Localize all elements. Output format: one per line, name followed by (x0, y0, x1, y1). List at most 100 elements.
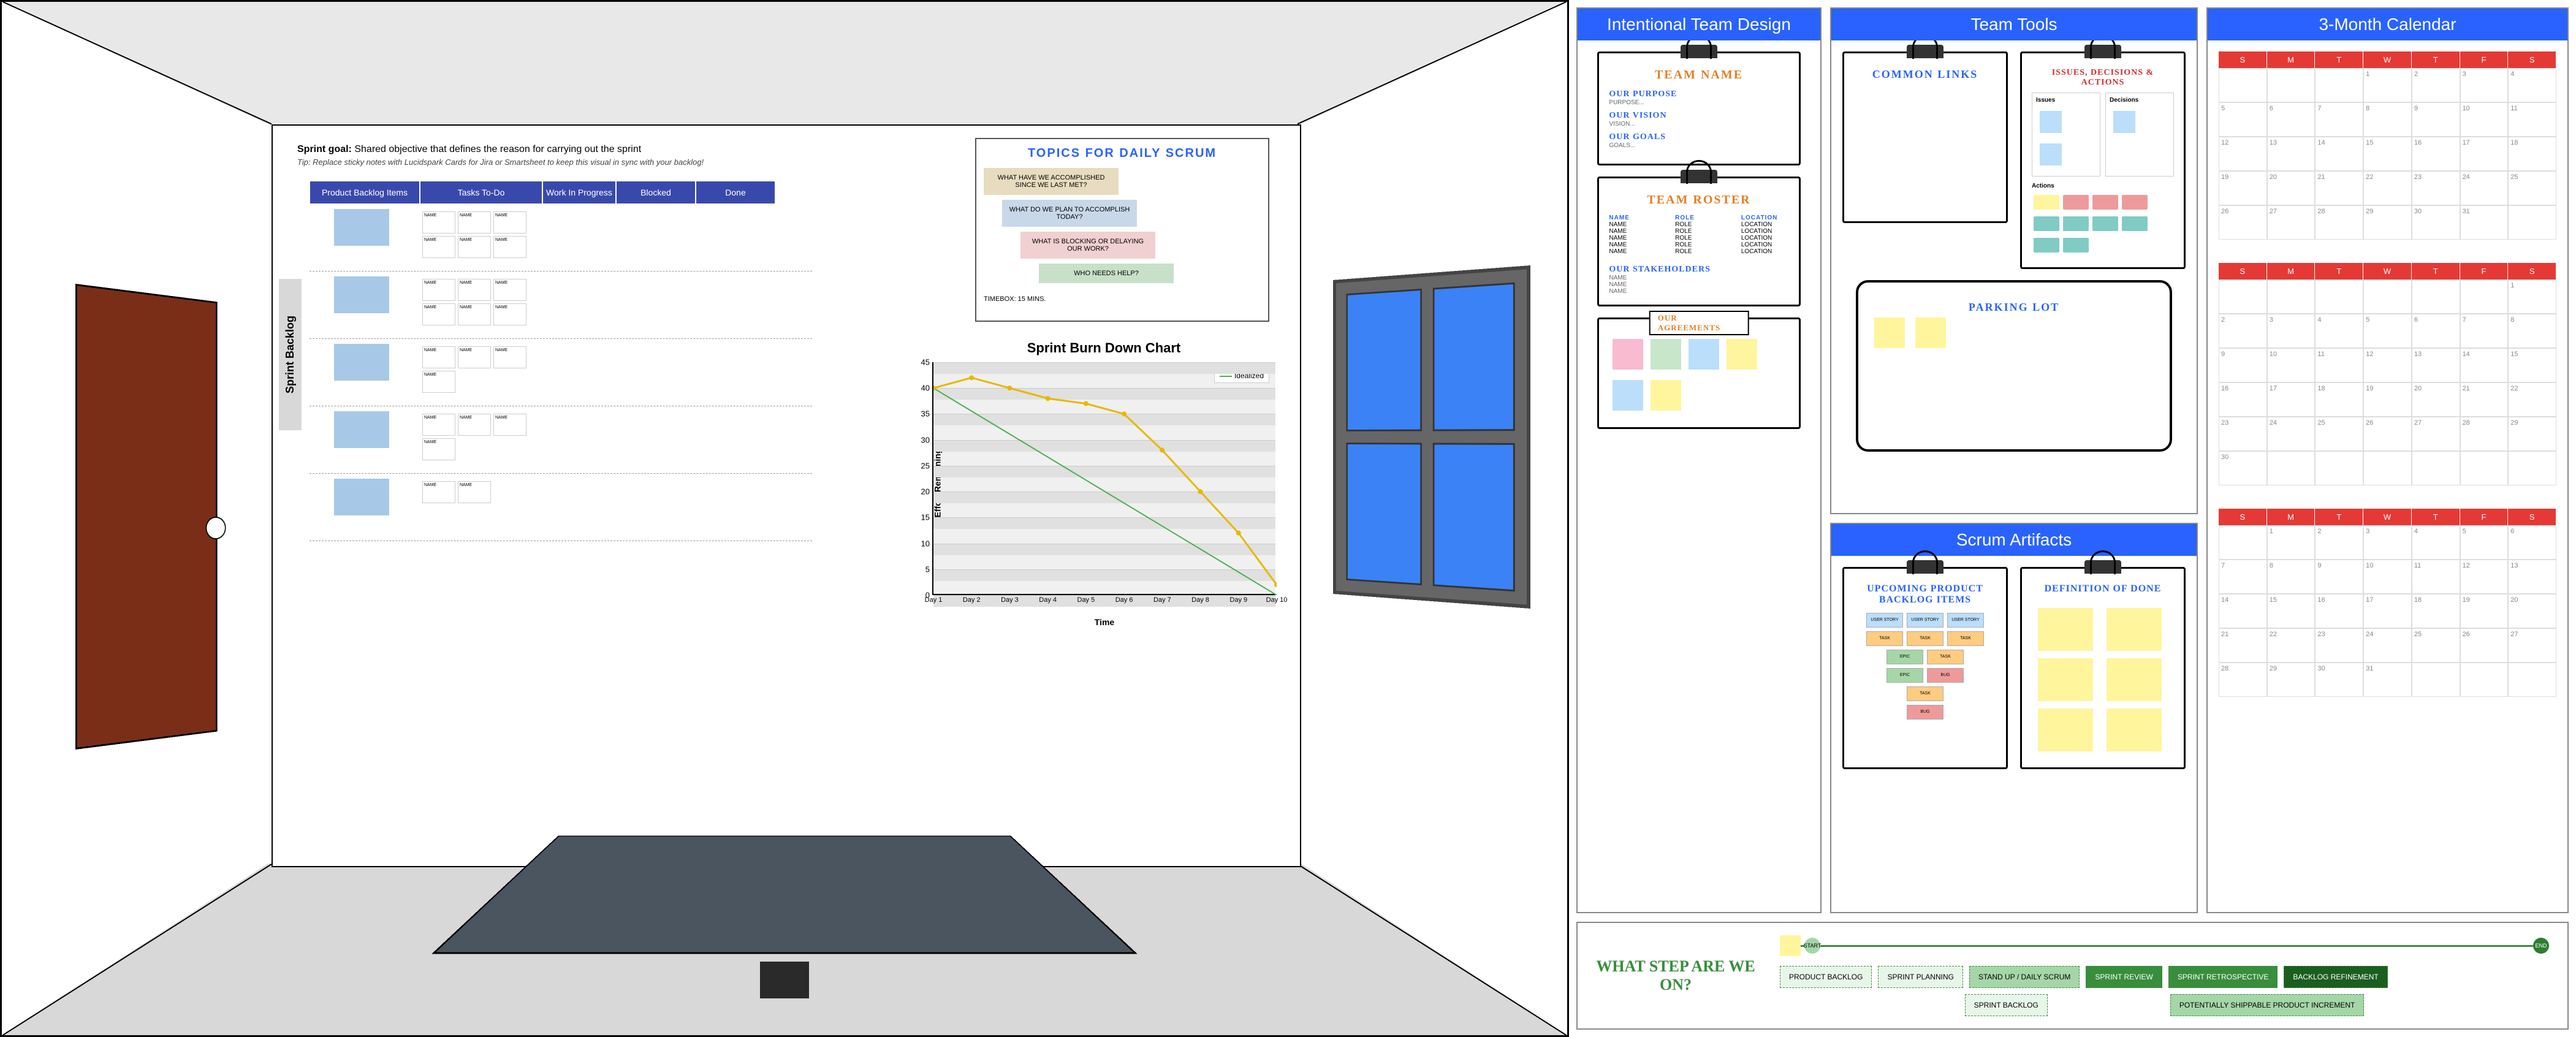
calendar-day[interactable]: 14 (2315, 137, 2363, 171)
calendar-day[interactable]: 20 (2508, 594, 2556, 628)
step-box[interactable]: POTENTIALLY SHIPPABLE PRODUCT INCREMENT (2170, 994, 2365, 1016)
calendar-day[interactable]: 30 (2219, 451, 2267, 485)
sticky-note[interactable] (2038, 708, 2093, 751)
calendar-day[interactable]: 19 (2460, 594, 2509, 628)
calendar-day[interactable]: 10 (2363, 560, 2412, 594)
calendar-day[interactable]: 15 (2363, 137, 2412, 171)
scrum-topic[interactable]: WHO NEEDS HELP? (1039, 264, 1174, 283)
month-calendar[interactable]: SMTWTFS123456789101112131415161718192021… (2219, 263, 2556, 485)
calendar-day[interactable]: 26 (2363, 417, 2412, 451)
scrum-topic[interactable]: WHAT HAVE WE ACCOMPLISHED SINCE WE LAST … (984, 168, 1119, 195)
sprint-row[interactable]: NAMENAMENAMENAME (310, 339, 812, 406)
panel-calendar[interactable]: 3-Month Calendar SMTWTFS1234567891011121… (2206, 7, 2569, 913)
burndown-chart[interactable]: Sprint Burn Down Chart Idealized Effort … (932, 340, 1275, 622)
task-card[interactable]: NAME (422, 303, 455, 325)
task-card[interactable]: NAME (422, 371, 455, 393)
sprint-row[interactable]: NAMENAME (310, 474, 812, 541)
task-card[interactable]: NAME (422, 438, 455, 460)
calendar-day[interactable]: 23 (2315, 628, 2363, 663)
calendar-day[interactable]: 9 (2412, 102, 2460, 137)
pbi-card[interactable] (334, 344, 389, 381)
step-box[interactable]: SPRINT BACKLOG (1965, 994, 2048, 1016)
calendar-day[interactable]: 28 (2460, 417, 2509, 451)
task-card[interactable]: NAME (458, 303, 491, 325)
backlog-item[interactable]: TASK (1907, 631, 1943, 646)
calendar-day[interactable]: 11 (2508, 102, 2556, 137)
task-card[interactable]: NAME (493, 346, 526, 368)
calendar-day[interactable]: 25 (2508, 171, 2556, 205)
panel-team-tools[interactable]: Team Tools COMMON LINKS ISSUES, DECISION… (1830, 7, 2198, 514)
task-card[interactable]: NAME (458, 279, 491, 301)
common-links-board[interactable]: COMMON LINKS (1842, 51, 2008, 223)
calendar-day[interactable]: 28 (2219, 663, 2267, 697)
calendar-day[interactable]: 6 (2412, 314, 2460, 348)
sprint-row[interactable]: NAMENAMENAMENAMENAMENAME (310, 272, 812, 339)
calendar-day[interactable]: 2 (2315, 525, 2363, 560)
calendar-day[interactable]: 24 (2460, 171, 2509, 205)
action-chip[interactable] (2034, 238, 2059, 253)
task-card[interactable]: NAME (422, 414, 455, 436)
backlog-item[interactable]: USER STORY (1866, 613, 1903, 628)
action-chip[interactable] (2092, 216, 2118, 231)
sticky-note[interactable] (2107, 658, 2162, 701)
calendar-day[interactable]: 13 (2412, 348, 2460, 382)
task-card[interactable]: NAME (493, 414, 526, 436)
calendar-day[interactable]: 12 (2219, 137, 2267, 171)
backlog-item[interactable]: TASK (1947, 631, 1984, 646)
backlog-item[interactable]: EPIC (1886, 668, 1923, 683)
backlog-item[interactable]: BUG (1927, 668, 1964, 683)
calendar-day[interactable]: 23 (2219, 417, 2267, 451)
agreements-board[interactable]: OUR AGREEMENTS (1597, 317, 1800, 429)
calendar-day[interactable]: 18 (2412, 594, 2460, 628)
calendar-day[interactable]: 19 (2219, 171, 2267, 205)
calendar-day[interactable]: 29 (2508, 417, 2556, 451)
panel-intentional-design[interactable]: Intentional Team Design TEAM NAME OUR PU… (1576, 7, 1822, 913)
calendar-day[interactable]: 10 (2267, 348, 2316, 382)
calendar-day[interactable]: 3 (2460, 68, 2509, 102)
calendar-day[interactable]: 16 (2412, 137, 2460, 171)
calendar-day[interactable]: 5 (2460, 525, 2509, 560)
calendar-day[interactable]: 24 (2363, 628, 2412, 663)
calendar-day[interactable]: 23 (2412, 171, 2460, 205)
calendar-day[interactable]: 15 (2267, 594, 2316, 628)
sticky-note[interactable] (2040, 143, 2062, 165)
action-chip[interactable] (2034, 195, 2059, 210)
sticky-note[interactable] (2040, 111, 2062, 133)
calendar-day[interactable]: 21 (2219, 628, 2267, 663)
sticky-note[interactable] (1915, 317, 1946, 348)
calendar-day[interactable]: 6 (2508, 525, 2556, 560)
calendar-day[interactable]: 26 (2460, 628, 2509, 663)
calendar-day[interactable]: 7 (2315, 102, 2363, 137)
task-card[interactable]: NAME (422, 481, 455, 503)
calendar-day[interactable]: 24 (2267, 417, 2316, 451)
calendar-day[interactable]: 9 (2219, 348, 2267, 382)
calendar-day[interactable]: 22 (2508, 382, 2556, 417)
calendar-day[interactable]: 21 (2460, 382, 2509, 417)
step-box[interactable]: STAND UP / DAILY SCRUM (1969, 966, 2080, 988)
calendar-day[interactable]: 29 (2363, 205, 2412, 240)
calendar-day[interactable]: 2 (2219, 314, 2267, 348)
daily-scrum-topics[interactable]: TOPICS FOR DAILY SCRUM WHAT HAVE WE ACCO… (975, 138, 1269, 322)
scrum-topic[interactable]: WHAT DO WE PLAN TO ACCOMPLISH TODAY? (1002, 200, 1137, 227)
sprint-board[interactable]: Product Backlog Items Tasks To-Do Work I… (310, 181, 812, 541)
parking-lot-board[interactable]: PARKING LOT (1856, 280, 2171, 452)
calendar-day[interactable]: 16 (2219, 382, 2267, 417)
task-card[interactable]: NAME (493, 211, 526, 234)
calendar-day[interactable]: 17 (2363, 594, 2412, 628)
calendar-day[interactable]: 17 (2460, 137, 2509, 171)
task-card[interactable]: NAME (458, 481, 491, 503)
sprint-row[interactable]: NAMENAMENAMENAMENAMENAME (310, 204, 812, 272)
calendar-day[interactable]: 13 (2267, 137, 2316, 171)
sticky-note[interactable] (1727, 339, 1757, 370)
calendar-day[interactable]: 15 (2508, 348, 2556, 382)
task-card[interactable]: NAME (493, 279, 526, 301)
step-box[interactable]: BACKLOG REFINEMENT (2284, 966, 2387, 988)
calendar-day[interactable]: 10 (2460, 102, 2509, 137)
calendar-day[interactable]: 8 (2267, 560, 2316, 594)
panel-scrum-artifacts[interactable]: Scrum Artifacts UPCOMING PRODUCT BACKLOG… (1830, 523, 2198, 913)
task-card[interactable]: NAME (458, 211, 491, 234)
pbi-card[interactable] (334, 276, 389, 313)
calendar-day[interactable]: 9 (2315, 560, 2363, 594)
task-card[interactable]: NAME (493, 303, 526, 325)
calendar-day[interactable]: 11 (2412, 560, 2460, 594)
